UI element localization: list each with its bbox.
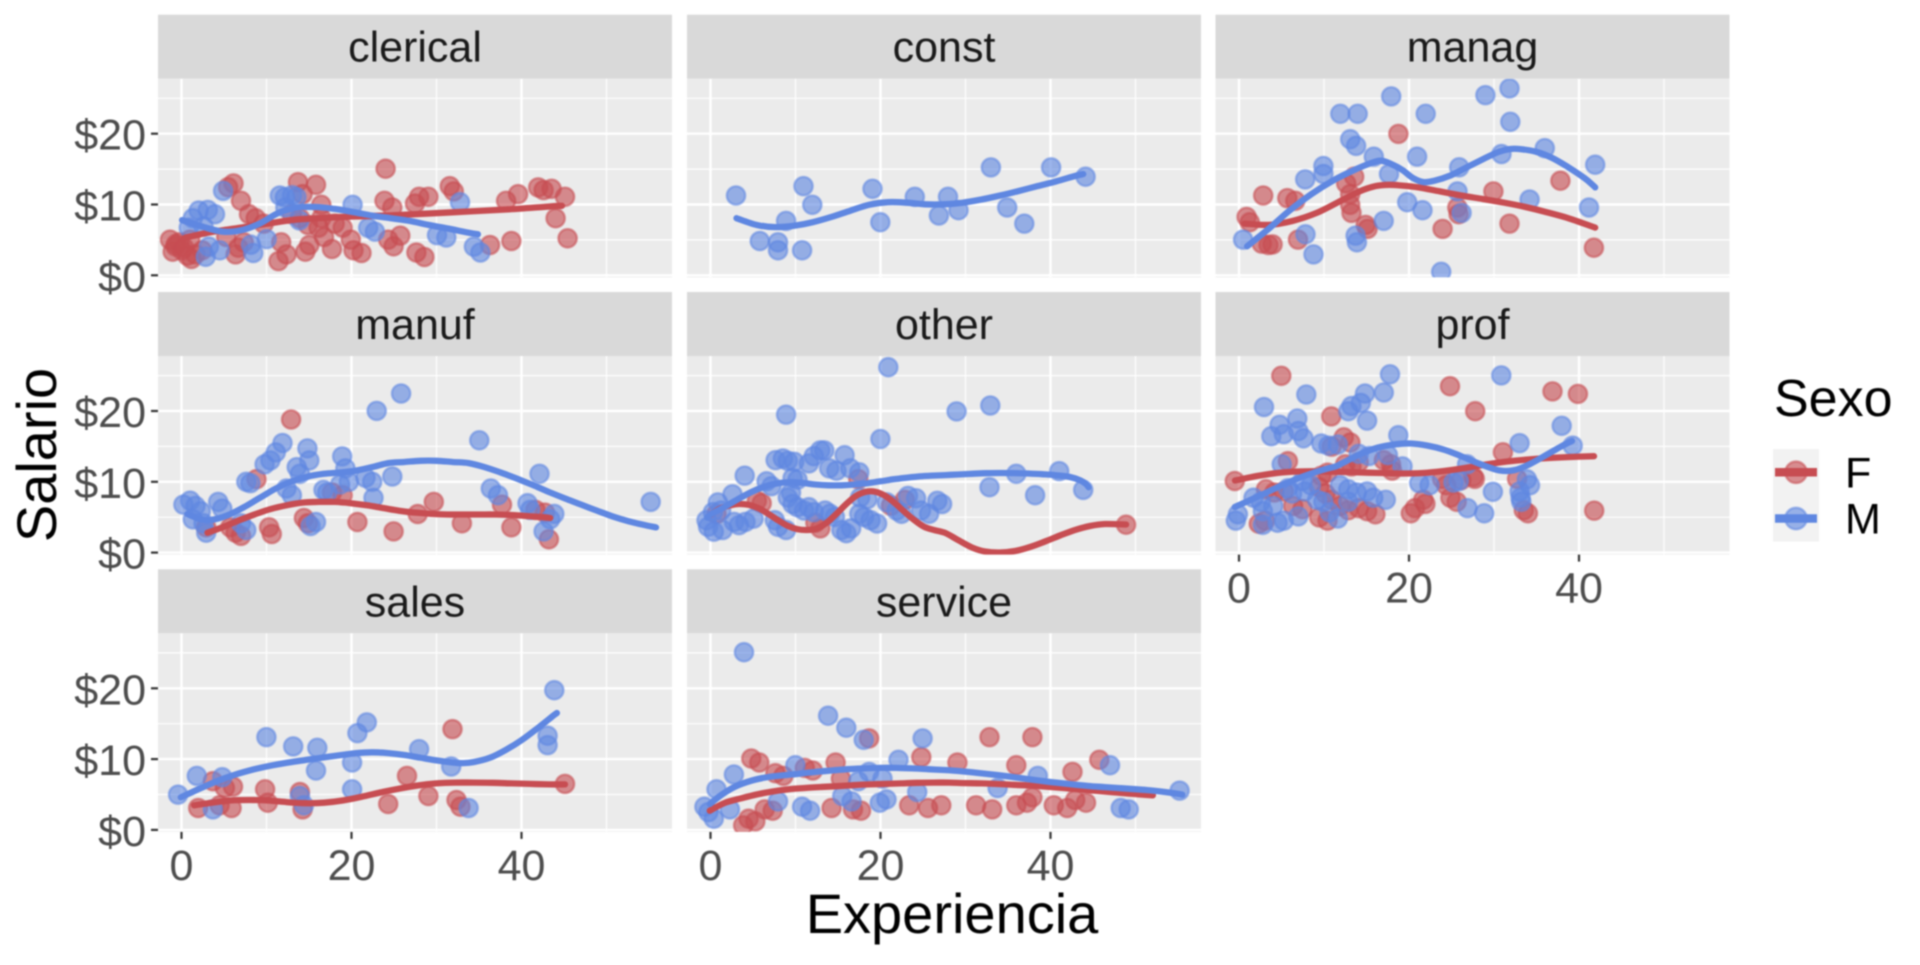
svg-text:other: other (895, 301, 993, 349)
svg-text:F: F (1845, 449, 1871, 497)
svg-text:$10: $10 (74, 183, 146, 231)
svg-text:$20: $20 (74, 112, 146, 160)
svg-text:Salario: Salario (5, 368, 68, 542)
svg-text:$20: $20 (74, 389, 146, 437)
svg-text:20: 20 (328, 842, 376, 890)
svg-text:$0: $0 (98, 808, 146, 856)
svg-text:$0: $0 (98, 253, 146, 301)
svg-text:$10: $10 (74, 737, 146, 785)
svg-text:Experiencia: Experiencia (806, 882, 1099, 945)
svg-text:$20: $20 (74, 666, 146, 714)
svg-text:M: M (1845, 496, 1881, 544)
svg-text:$0: $0 (98, 531, 146, 579)
svg-text:const: const (893, 24, 996, 72)
svg-text:manuf: manuf (355, 301, 476, 349)
svg-text:20: 20 (857, 842, 905, 890)
svg-text:sales: sales (365, 578, 465, 626)
svg-text:40: 40 (1027, 842, 1075, 890)
svg-text:20: 20 (1385, 565, 1433, 613)
svg-text:40: 40 (1555, 565, 1603, 613)
svg-text:0: 0 (699, 842, 723, 890)
svg-text:$10: $10 (74, 460, 146, 508)
svg-text:prof: prof (1435, 301, 1510, 349)
svg-text:clerical: clerical (348, 24, 482, 72)
svg-text:0: 0 (1227, 565, 1251, 613)
svg-text:manag: manag (1407, 24, 1538, 72)
svg-text:40: 40 (498, 842, 546, 890)
svg-text:0: 0 (170, 842, 194, 890)
svg-text:Sexo: Sexo (1774, 370, 1893, 428)
svg-text:service: service (876, 578, 1012, 626)
